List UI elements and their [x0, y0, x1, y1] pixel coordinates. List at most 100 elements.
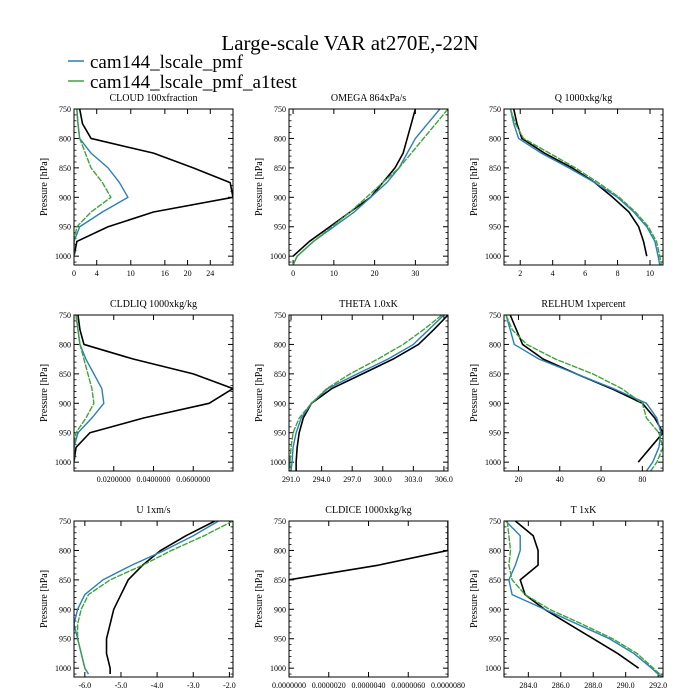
y-tick-label: 1000 — [270, 458, 286, 467]
y-tick-label: 950 — [489, 223, 501, 232]
x-tick-label: 0.0000040 — [352, 681, 386, 690]
y-tick-label: 750 — [274, 517, 286, 526]
panel-title: CLDICE 1000xkg/kg — [325, 505, 411, 516]
y-tick-label: 850 — [59, 164, 71, 173]
y-tick-label: 950 — [59, 429, 71, 438]
y-tick-label: 850 — [489, 370, 501, 379]
panel-title: Q 1000xkg/kg — [555, 93, 613, 104]
y-tick-label: 750 — [59, 311, 71, 320]
y-tick-label: 950 — [489, 635, 501, 644]
series-line-2 — [505, 315, 663, 471]
x-tick-label: 286.0 — [552, 681, 570, 690]
y-tick-label: 850 — [59, 576, 71, 585]
series-line-1 — [74, 521, 219, 675]
y-tick-label: 1000 — [270, 252, 286, 261]
y-tick-label: 1000 — [270, 664, 286, 673]
x-tick-label: 290.0 — [617, 681, 635, 690]
x-tick-label: 20 — [371, 269, 379, 278]
y-tick-label: 950 — [274, 635, 286, 644]
x-tick-label: 8 — [616, 269, 620, 278]
x-tick-label: 0.0000060 — [391, 681, 425, 690]
y-tick-label: 900 — [274, 193, 286, 202]
series-line-0 — [509, 315, 663, 463]
y-tick-label: 900 — [59, 605, 71, 614]
y-axis-label: Pressure [hPa] — [469, 364, 480, 422]
x-tick-label: 20 — [514, 475, 522, 484]
series-line-0 — [292, 109, 417, 257]
series-line-0 — [74, 315, 233, 463]
y-tick-label: 850 — [274, 576, 286, 585]
panel-2: Q 1000xkg/kg Pressure [hPa] 750 800 850 900 95… — [469, 93, 664, 278]
y-tick-label: 850 — [59, 370, 71, 379]
y-axis-label: Pressure [hPa] — [469, 158, 480, 216]
y-tick-label: 800 — [489, 546, 501, 555]
series-line-1 — [74, 109, 129, 257]
y-tick-label: 1000 — [55, 458, 71, 467]
y-tick-label: 1000 — [485, 664, 501, 673]
x-tick-label: 20 — [184, 269, 192, 278]
legend-label-1: cam144_lscale_pmf_a1test — [90, 72, 298, 93]
series-line-2 — [289, 315, 443, 471]
y-tick-label: 900 — [489, 605, 501, 614]
y-tick-label: 1000 — [55, 252, 71, 261]
series-line-0 — [289, 521, 448, 581]
x-tick-label: 0.0000080 — [431, 681, 465, 690]
y-axis-label: Pressure [hPa] — [254, 570, 265, 628]
series-line-1 — [509, 109, 661, 265]
x-tick-label: 6 — [583, 269, 587, 278]
y-tick-label: 1000 — [485, 458, 501, 467]
series-line-2 — [506, 521, 663, 677]
series-line-2 — [74, 109, 112, 257]
y-tick-label: 900 — [489, 399, 501, 408]
y-tick-label: 900 — [489, 193, 501, 202]
x-tick-label: 2 — [518, 269, 522, 278]
x-tick-label: 4 — [95, 269, 99, 278]
y-tick-label: 850 — [274, 164, 286, 173]
x-tick-label: -3.0 — [187, 681, 200, 690]
x-tick-label: 291.0 — [282, 475, 300, 484]
x-tick-label: 0 — [291, 269, 295, 278]
plot-frame — [73, 108, 234, 266]
plot-frame — [503, 314, 664, 472]
y-tick-label: 1000 — [55, 664, 71, 673]
x-tick-label: 303.0 — [404, 475, 422, 484]
plot-frame — [288, 108, 449, 266]
plot-frame — [73, 314, 234, 472]
y-tick-label: 750 — [274, 105, 286, 114]
panel-7: CLDICE 1000xkg/kg Pressure [hPa] 750 800 850… — [254, 505, 465, 690]
series-line-0 — [512, 109, 648, 257]
series-line-1 — [290, 315, 445, 471]
y-tick-label: 850 — [274, 370, 286, 379]
plot-frame — [503, 108, 664, 266]
y-axis-label: Pressure [hPa] — [254, 158, 265, 216]
y-axis-label: Pressure [hPa] — [254, 364, 265, 422]
x-tick-label: 284.0 — [519, 681, 537, 690]
y-axis-label: Pressure [hPa] — [469, 570, 480, 628]
y-tick-label: 950 — [59, 635, 71, 644]
panel-title: U 1xm/s — [136, 505, 170, 516]
y-tick-label: 900 — [274, 399, 286, 408]
panel-title: CLDLIQ 1000xkg/kg — [110, 299, 197, 310]
x-tick-label: 30 — [411, 269, 419, 278]
y-axis-label: Pressure [hPa] — [39, 364, 50, 422]
series-line-2 — [76, 521, 233, 675]
y-tick-label: 950 — [274, 223, 286, 232]
panel-3: CLDLIQ 1000xkg/kg Pressure [hPa] 750 800 850… — [39, 299, 234, 484]
y-tick-label: 800 — [489, 134, 501, 143]
legend-label-0: cam144_lscale_pmf — [90, 52, 244, 73]
x-tick-label: 60 — [597, 475, 605, 484]
series-line-1 — [505, 521, 662, 677]
panel-6: U 1xm/s Pressure [hPa] 750 800 850 900 950 1000… — [39, 505, 236, 690]
y-tick-label: 750 — [489, 311, 501, 320]
y-tick-label: 850 — [489, 576, 501, 585]
y-tick-label: 750 — [489, 105, 501, 114]
x-tick-label: 0.0000020 — [312, 681, 346, 690]
series-line-0 — [74, 109, 233, 257]
series-line-0 — [295, 315, 448, 471]
panel-title: THETA 1.0xK — [339, 299, 398, 310]
x-tick-label: 24 — [206, 269, 214, 278]
series-line-1 — [292, 109, 441, 265]
y-tick-label: 900 — [59, 193, 71, 202]
series-line-2 — [74, 315, 95, 463]
y-tick-label: 950 — [59, 223, 71, 232]
